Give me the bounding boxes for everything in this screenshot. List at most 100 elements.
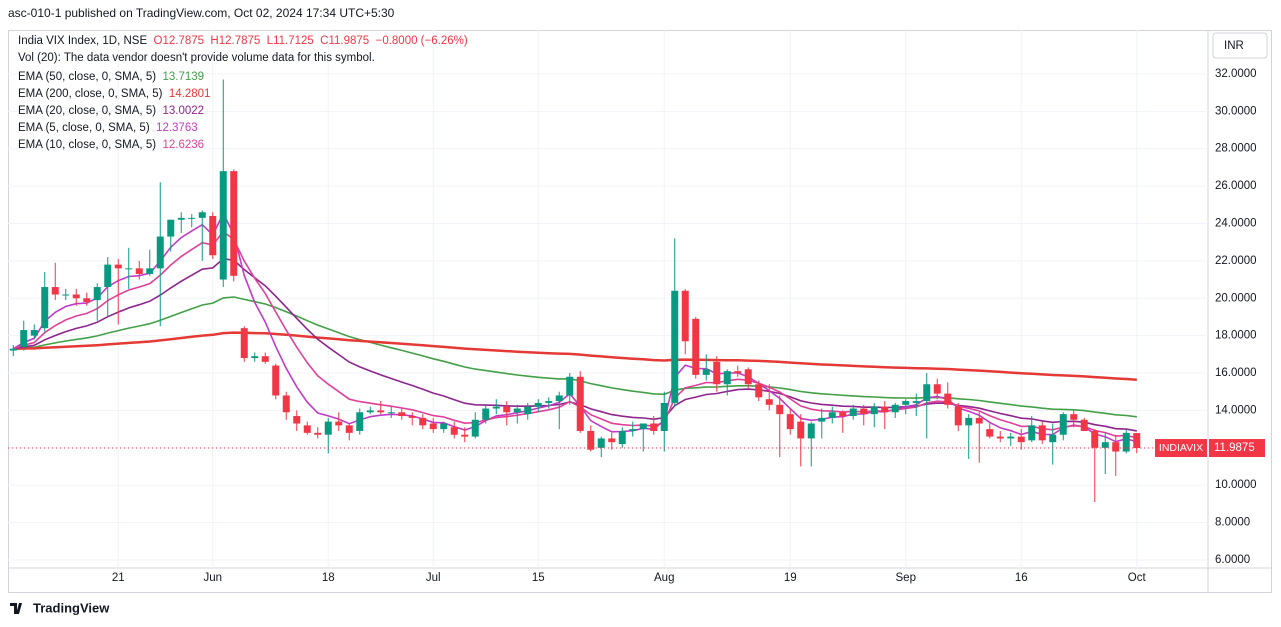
candle-body [797,421,805,439]
candle-body [30,330,38,336]
legend-value: 13.0022 [162,105,205,117]
candle-body [702,369,710,375]
y-tick-label: 14.0000 [1215,404,1257,416]
x-tick-label: 16 [1015,572,1028,584]
candle-body [440,423,448,430]
candle-body [597,438,605,448]
x-tick-label: Jun [203,572,222,584]
legend-row: EMA (20, close, 0, SMA, 5) 13.0022 [18,103,210,120]
candle-body [996,436,1004,439]
candle-body [146,268,154,274]
legend-row: EMA (10, close, 0, SMA, 5) 12.6236 [18,137,210,154]
legend-label: EMA (10, close, 0, SMA, 5) [18,139,157,151]
candle-body [261,356,269,362]
published-line: asc-010-1 published on TradingView.com, … [8,6,395,20]
candle-body [986,429,994,437]
candle-body [482,408,490,420]
y-tick-label: 8.0000 [1215,517,1250,529]
x-tick-label: 21 [112,572,125,584]
indicator-legend: EMA (50, close, 0, SMA, 5) 13.7139 EMA (2… [18,69,210,154]
candle-body [755,384,763,398]
volume-note: Vol (20): The data vendor doesn't provid… [18,52,375,64]
candle-body [293,416,301,424]
candle-body [51,287,59,295]
y-tick-label: 6.0000 [1215,554,1250,566]
candle-body [41,287,49,329]
last-tag: INDIAVIX [1159,442,1203,454]
candle-body [587,430,595,450]
candle-body [734,371,742,374]
candle-body [461,434,469,437]
symbol-line: India VIX Index, 1D, NSE O12.7875 H12.78… [18,35,468,47]
candle-body [818,417,826,422]
candle-body [513,408,521,413]
last-price-box [1209,439,1265,458]
candle-body [177,217,185,220]
candle-body [671,290,679,403]
candle-body [849,408,857,417]
candle-body [639,423,647,430]
y-tick-label: 26.0000 [1215,180,1257,192]
candle-body [944,393,952,405]
candle-body [891,404,899,413]
legend-label: EMA (5, close, 0, SMA, 5) [18,122,150,134]
axes: 6.00008.000010.000012.000014.000016.0000… [8,68,1265,584]
candle-body [975,417,983,424]
candle-body [1049,434,1057,443]
candle-body [471,419,479,437]
candle-body [104,264,112,288]
candle-body [681,290,689,342]
candle-body [807,423,815,439]
candle-body [324,421,332,435]
candle-body [335,421,343,426]
candle-body [398,412,406,417]
candle-body [1007,436,1015,439]
candle-body [230,171,238,276]
last-tag-box [1155,439,1207,458]
candle-body [83,298,91,302]
candle-body [198,212,206,218]
legend-value: 14.2801 [168,88,211,100]
candle-body [954,406,962,426]
legend-row: EMA (5, close, 0, SMA, 5) 12.3763 [18,120,210,137]
candle-body [450,427,458,435]
ema-line [13,331,1137,381]
legend-label: EMA (50, close, 0, SMA, 5) [18,71,157,83]
ohlc: O12.7875 H12.7875 L11.7125 C11.9875 −0.8… [153,35,468,47]
legend-value: 12.6236 [162,139,205,151]
currency-button[interactable] [1212,32,1268,59]
candle-body [72,294,80,299]
candle-body [629,429,637,431]
x-tick-label: 15 [532,572,545,584]
currency-label[interactable]: INR [1224,40,1244,52]
candle-body [377,410,385,413]
candle-body [870,406,878,415]
candle-body [650,423,658,431]
candle-body [828,412,836,418]
candle-body [303,425,311,433]
candle-body [713,361,721,385]
footer-brand: TradingView [33,600,110,615]
candle-body [251,356,259,359]
candle-body [786,414,794,430]
candle-body [933,384,941,394]
candle-body [1017,436,1025,443]
tradingview-logo [10,603,22,614]
y-tick-label: 32.0000 [1215,68,1257,80]
candle-body [1122,432,1130,452]
candle-body [608,438,616,443]
y-tick-label: 24.0000 [1215,218,1257,230]
candle-body [356,412,364,431]
candle-body [1112,442,1120,452]
candle-body [618,430,626,445]
candle-body [272,365,280,396]
candle-body [839,412,847,417]
legend-value: 13.7139 [162,71,205,83]
y-tick-label: 10.0000 [1215,479,1257,491]
candle-body [923,384,931,402]
candle-body [93,287,101,301]
candle-body [240,328,248,359]
candle-body [1028,425,1036,441]
candle-body [555,395,563,402]
candle-body [902,401,910,405]
